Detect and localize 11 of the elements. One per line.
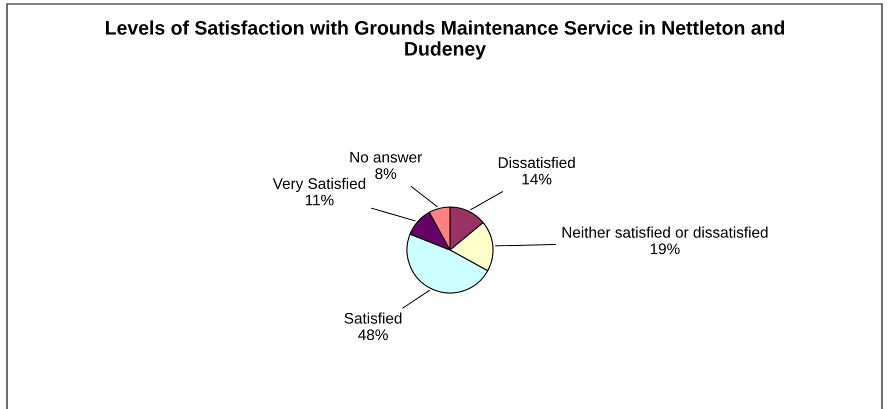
data-label: 11% [306, 194, 334, 206]
slice-label: Neither satisfied or dissatisfied [562, 226, 768, 238]
slice-label: Dissatisfied [498, 156, 575, 168]
chart-title: Levels of Satisfaction with Grounds Maintenance Service in Nettleton and Dudeney [106, 20, 784, 60]
data-label: 19% [650, 243, 680, 254]
slice-label: Very Satisfied [272, 178, 366, 192]
data-label: 48% [358, 329, 388, 340]
slice-label: No answer [350, 152, 422, 163]
data-label: 14% [522, 174, 552, 184]
data-label: 8% [375, 168, 396, 180]
slice-label: Satisfied [344, 312, 402, 324]
